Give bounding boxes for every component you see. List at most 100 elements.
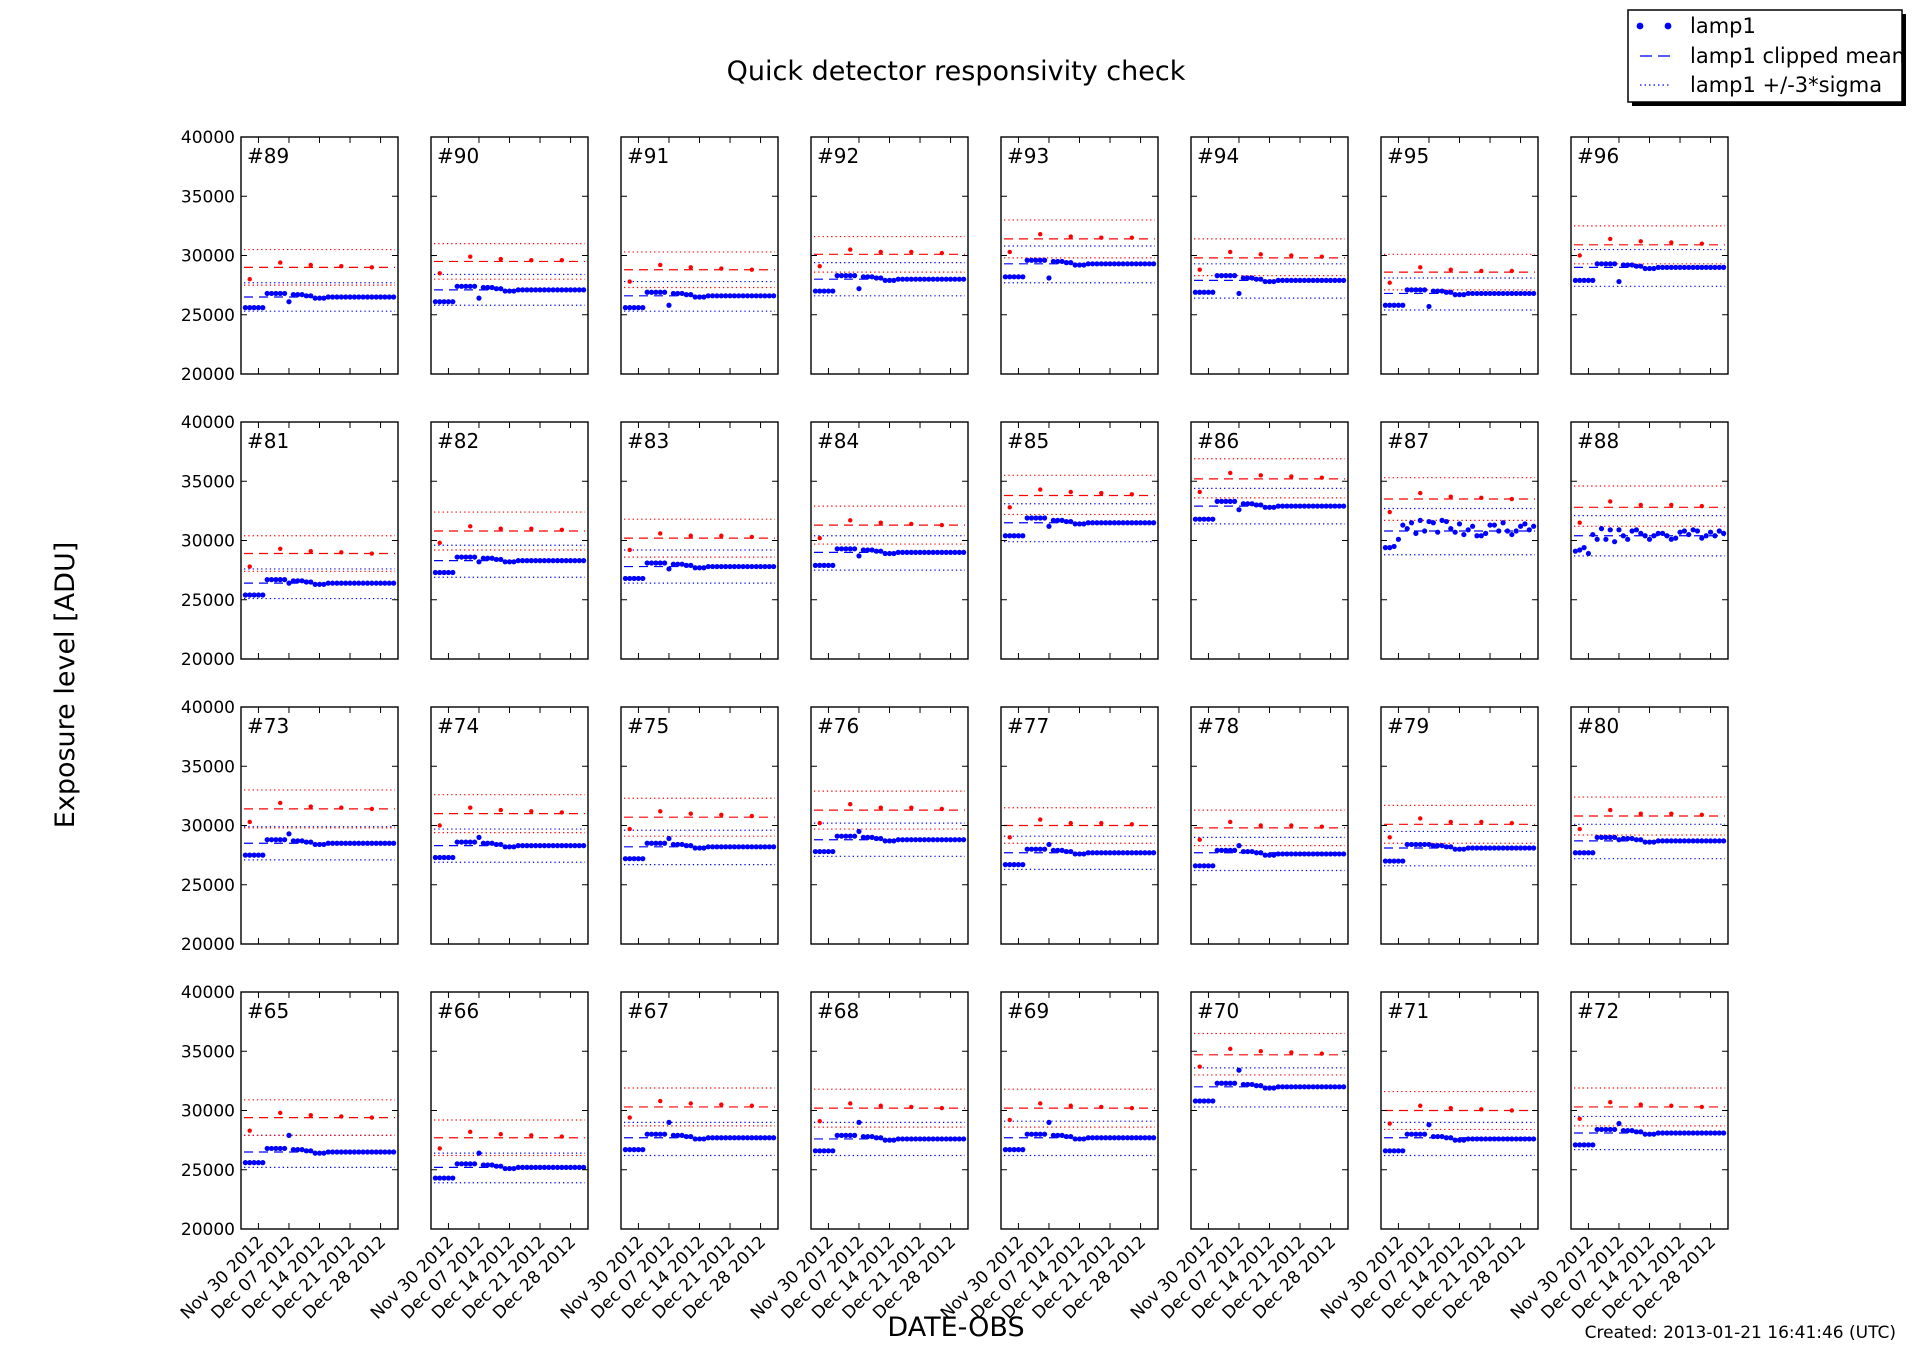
lamp-point xyxy=(1072,521,1078,527)
lamp-point xyxy=(1192,516,1198,522)
lamp-point xyxy=(373,840,379,846)
reference-point xyxy=(339,805,344,810)
y-tick-label: 30000 xyxy=(181,817,235,837)
lamp-point xyxy=(1129,850,1135,856)
lamp-point xyxy=(1721,1130,1727,1136)
lamp-point xyxy=(1327,851,1334,857)
lamp-point xyxy=(878,275,884,281)
panel-label: #88 xyxy=(1577,429,1619,453)
lamp-point xyxy=(576,843,582,849)
lamp-point xyxy=(838,546,845,552)
lamp-point xyxy=(1581,850,1587,856)
lamp-point xyxy=(696,565,703,571)
lamp-point xyxy=(515,843,521,849)
lamp-point xyxy=(744,844,751,850)
lamp-point xyxy=(255,305,262,311)
lamp-point xyxy=(921,276,927,282)
lamp-point xyxy=(705,563,711,570)
lamp-point xyxy=(683,292,690,298)
lamp-point xyxy=(1655,1130,1661,1136)
lamp-point xyxy=(749,293,755,299)
lamp-point xyxy=(1310,503,1316,509)
lamp-point xyxy=(1262,1085,1268,1091)
lamp-point xyxy=(899,276,906,282)
reference-point xyxy=(939,522,945,528)
lamp-point xyxy=(286,1132,292,1138)
lamp-point xyxy=(847,546,853,552)
lamp-point xyxy=(644,560,650,566)
lamp-point xyxy=(882,838,888,844)
lamp-point xyxy=(727,293,733,299)
lamp-point xyxy=(860,834,866,840)
lamp-point xyxy=(762,1135,768,1141)
lamp-point xyxy=(1707,838,1714,844)
panel: #75 xyxy=(620,706,779,945)
lamp-point xyxy=(631,575,637,582)
reference-point xyxy=(1289,823,1294,828)
lamp-point xyxy=(1271,852,1277,858)
lamp-point xyxy=(391,1149,397,1155)
lamp-point xyxy=(852,273,858,279)
lamp-point xyxy=(386,294,392,300)
reference-point xyxy=(437,271,442,276)
lamp-point xyxy=(1646,536,1653,542)
lamp-point xyxy=(653,560,659,566)
lamp-point xyxy=(1297,1084,1303,1090)
panel-frame xyxy=(620,136,779,375)
panel-label: #85 xyxy=(1007,429,1049,453)
reference-point xyxy=(1387,835,1392,840)
lamp-point xyxy=(493,1163,500,1169)
panel-label: #81 xyxy=(247,429,289,453)
lamp-point xyxy=(1638,263,1644,269)
lamp-point xyxy=(1015,274,1022,280)
lamp-point xyxy=(1094,261,1100,267)
y-tick-label: 20000 xyxy=(181,935,235,955)
panel-label: #66 xyxy=(437,999,479,1023)
lamp-point xyxy=(635,1147,642,1153)
legend-item-lamp: lamp1 xyxy=(1636,14,1756,38)
lamp-point xyxy=(268,1145,275,1152)
lamp-point xyxy=(657,289,663,295)
lamp-point xyxy=(1223,1080,1229,1086)
lamp-point xyxy=(921,837,927,843)
lamp-point xyxy=(463,283,469,289)
lamp-point xyxy=(445,1175,452,1181)
lamp-point xyxy=(1629,528,1635,534)
lamp-point xyxy=(1408,1131,1415,1137)
lamp-point xyxy=(1659,530,1666,536)
lamp-point xyxy=(576,1164,582,1170)
lamp-point xyxy=(1607,261,1613,267)
lamp-point xyxy=(1668,1130,1674,1136)
lamp-point xyxy=(467,283,473,289)
lamp-point xyxy=(260,592,266,598)
lamp-point xyxy=(1002,533,1008,539)
lamp-point xyxy=(714,1135,720,1141)
lamp-point xyxy=(1404,287,1410,293)
lamp-point xyxy=(1076,1136,1083,1142)
panel-label: #94 xyxy=(1197,144,1239,168)
lamp-point xyxy=(1046,523,1052,529)
lamp-point xyxy=(1201,1098,1207,1104)
lamp-point xyxy=(1500,520,1506,526)
y-tick-label: 35000 xyxy=(181,1042,235,1062)
lamp-point xyxy=(952,837,958,843)
lamp-point xyxy=(812,1148,818,1154)
lamp-point xyxy=(334,294,340,300)
lamp-point xyxy=(1417,517,1423,523)
legend: lamp1 lamp1 clipped mean lamp1 +/-3*sigm… xyxy=(1627,9,1906,106)
lamp-point xyxy=(432,854,438,861)
lamp-point xyxy=(696,845,703,851)
reference-point xyxy=(498,807,503,813)
lamp-point xyxy=(1577,547,1583,553)
lamp-point xyxy=(567,287,574,293)
lamp-point xyxy=(1400,1148,1406,1154)
lamp-point xyxy=(961,837,967,843)
lamp-point xyxy=(895,837,901,843)
lamp-point xyxy=(1297,503,1303,509)
lamp-point xyxy=(1487,290,1493,297)
lamp-point xyxy=(821,1148,827,1154)
lamp-point xyxy=(1435,288,1441,294)
lamp-point xyxy=(640,856,646,862)
lamp-point xyxy=(255,852,262,858)
lamp-point xyxy=(1120,261,1126,267)
